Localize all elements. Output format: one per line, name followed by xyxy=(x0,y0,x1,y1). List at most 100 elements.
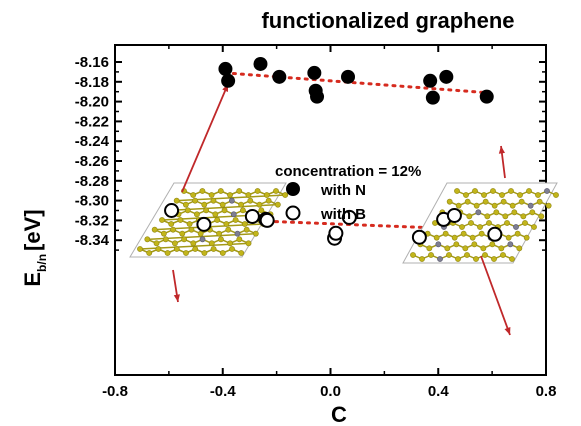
data-point-with-n xyxy=(479,89,494,104)
inset-carbon-atom xyxy=(505,234,512,241)
y-tick-label: -8.18 xyxy=(75,74,109,91)
inset-carbon-atom xyxy=(223,221,230,227)
data-point-with-b xyxy=(259,212,275,228)
inset-carbon-atom xyxy=(274,201,281,208)
inset-carbon-atom xyxy=(214,217,221,223)
inset-carbon-atom xyxy=(514,230,521,237)
inset-carbon-atom xyxy=(254,188,261,194)
inset-carbon-atom xyxy=(256,201,263,208)
inset-carbon-atom xyxy=(190,192,197,198)
inset-carbon-atom xyxy=(263,192,270,198)
inset-carbon-atom xyxy=(229,246,235,252)
x-tick-label: 0.4 xyxy=(428,383,450,400)
inset-carbon-atom xyxy=(184,207,191,214)
inset-carbon-atom xyxy=(227,192,233,198)
inset-carbon-atom xyxy=(523,234,530,241)
inset-carbon-atom xyxy=(444,245,451,252)
inset-dopant-atom xyxy=(507,241,514,248)
data-point-with-b xyxy=(196,216,212,232)
data-point-with-n xyxy=(272,69,287,84)
inset-carbon-atom xyxy=(545,202,552,209)
inset-carbon-atom xyxy=(468,220,474,226)
y-axis-label-main: E xyxy=(20,272,45,287)
inset-carbon-atom xyxy=(160,230,167,237)
legend-label-with-b: with B xyxy=(320,206,366,223)
inset-carbon-atom xyxy=(273,188,279,194)
inset-dopant-atom xyxy=(230,211,237,218)
inset-carbon-atom xyxy=(159,217,165,223)
data-point-with-n xyxy=(310,89,325,104)
inset-carbon-atom xyxy=(460,230,467,237)
inset-carbon-atom xyxy=(197,230,204,237)
inset-carbon-atom xyxy=(553,192,559,198)
inset-carbon-atom xyxy=(486,220,492,226)
x-tick-label: -0.8 xyxy=(102,383,128,400)
arrow-head xyxy=(173,294,180,302)
inset-carbon-atom xyxy=(188,226,195,233)
data-point-with-b xyxy=(328,225,344,241)
inset-carbon-atom xyxy=(493,209,500,216)
arrow-to-b-right xyxy=(480,255,511,336)
y-axis-label: Eb/n [eV] xyxy=(20,209,49,286)
data-point-with-b xyxy=(164,203,180,218)
y-tick-label: -8.20 xyxy=(75,94,109,111)
inset-carbon-atom xyxy=(265,197,272,204)
trend-line-with-n xyxy=(223,71,489,95)
y-tick-label: -8.32 xyxy=(75,212,109,229)
inset-carbon-atom xyxy=(481,192,487,198)
inset-carbon-atom xyxy=(511,209,518,216)
data-point-with-n xyxy=(439,69,454,84)
inset-carbon-atom xyxy=(472,188,478,194)
inset-carbon-atom xyxy=(535,192,541,198)
inset-carbon-atom xyxy=(453,241,460,248)
inset-carbon-atom xyxy=(462,245,469,252)
chart-title: functionalized graphene xyxy=(261,8,514,33)
inset-carbon-atom xyxy=(245,240,252,247)
data-point-with-b xyxy=(341,209,357,225)
inset-carbon-atom xyxy=(500,252,506,258)
legend-marker-with-n xyxy=(286,182,300,196)
inset-carbon-atom xyxy=(509,202,516,209)
trend-line-with-b xyxy=(170,215,497,232)
inset-carbon-atom xyxy=(459,224,465,230)
inset-carbon-atom xyxy=(208,192,215,198)
inset-dopant-atom xyxy=(228,197,235,204)
data-point-with-n xyxy=(253,56,268,71)
inset-carbon-atom xyxy=(199,188,206,194)
inset-carbon-atom xyxy=(210,246,217,252)
inset-carbon-atom xyxy=(227,240,234,247)
inset-carbon-atom xyxy=(146,250,153,256)
inset-carbon-atom xyxy=(428,252,434,258)
inset-carbon-atom xyxy=(484,213,491,220)
inset-carbon-atom xyxy=(464,198,471,205)
inset-carbon-atom xyxy=(190,240,197,247)
inset-carbon-atom xyxy=(219,201,226,208)
inset-carbon-atom xyxy=(219,250,226,256)
inset-carbon-atom xyxy=(168,221,175,227)
inset-carbon-atom xyxy=(426,245,433,252)
inset-carbon-atom xyxy=(164,250,171,256)
inset-carbon-atom xyxy=(203,207,210,214)
inset-carbon-atom xyxy=(531,224,537,230)
inset-carbon-atom xyxy=(201,201,208,208)
y-tick-label: -8.34 xyxy=(75,232,110,249)
data-point-with-b xyxy=(487,226,503,242)
inset-carbon-atom xyxy=(491,202,498,209)
data-point-with-n xyxy=(423,73,438,88)
inset-carbon-atom xyxy=(500,198,507,205)
inset-carbon-atom xyxy=(502,213,509,220)
inset-carbon-atom xyxy=(201,250,208,256)
legend-title: concentration = 12% xyxy=(275,163,421,180)
y-tick-label: -8.30 xyxy=(75,193,109,210)
inset-carbon-atom xyxy=(478,230,485,237)
inset-carbon-atom xyxy=(455,256,461,262)
trend-lines xyxy=(170,71,497,232)
inset-carbon-atom xyxy=(151,226,158,233)
inset-carbon-atom xyxy=(477,224,483,230)
inset-carbon-atom xyxy=(179,230,186,237)
inset-carbon-atom xyxy=(177,217,184,223)
inset-dopant-atom xyxy=(527,202,534,209)
inset-carbon-atom xyxy=(221,207,228,214)
inset-carbon-atom xyxy=(499,192,505,198)
